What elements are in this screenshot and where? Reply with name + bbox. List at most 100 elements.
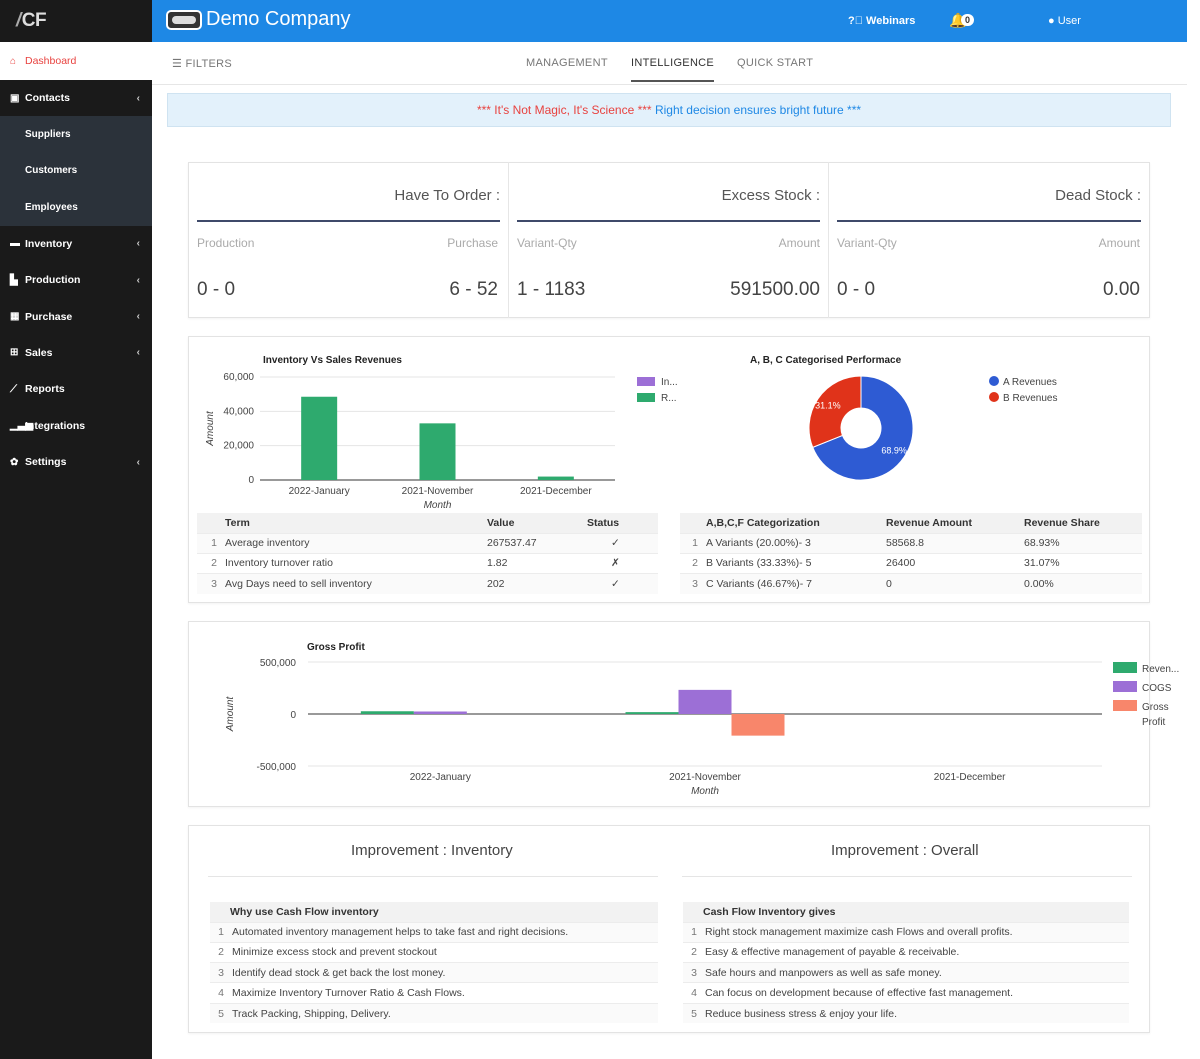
notification-badge: 0 — [961, 14, 975, 26]
x-tick-label: 2021-December — [934, 772, 1006, 783]
sidebar-item-customers[interactable]: Customers — [0, 152, 152, 190]
category-cell: C Variants (46.67%)- 7 — [702, 573, 882, 594]
sidebar-item-label: Production — [25, 274, 81, 287]
status-cell: ✓ — [583, 573, 658, 594]
share-cell: 31.07% — [1020, 552, 1142, 574]
table-header-row: A,B,C,F Categorization Revenue Amount Re… — [680, 513, 1142, 533]
abc-table: A,B,C,F Categorization Revenue Amount Re… — [680, 513, 1142, 594]
company-name: Demo Company — [206, 8, 351, 30]
overall-benefits-table: Cash Flow Inventory gives 1 Right stock m… — [683, 902, 1129, 1024]
stat-right-value: 0.00 — [1103, 279, 1140, 300]
status-cell: ✗ — [583, 552, 658, 574]
user-menu[interactable]: ● User — [1048, 15, 1081, 27]
table-row: 3 Avg Days need to sell inventory 202 ✓ — [197, 573, 658, 594]
filters-label: FILTERS — [185, 58, 233, 70]
stat-right-value: 6 - 52 — [449, 279, 498, 300]
inventory-vs-sales-chart: Inventory Vs Sales Revenues 0 20,000 40,000… — [205, 355, 678, 511]
table-header-cell: A,B,C,F Categorization — [702, 513, 882, 533]
tab-management[interactable]: MANAGEMENT — [526, 57, 608, 69]
stat-right-label: Purchase — [447, 236, 498, 250]
app-logo[interactable]: / CF — [16, 10, 47, 31]
stat-left-value: 0 - 0 — [197, 279, 236, 300]
table-header-row: Cash Flow Inventory gives — [683, 902, 1129, 922]
row-number: 5 — [210, 1002, 228, 1024]
sidebar-item-label: Contacts — [25, 92, 70, 105]
sidebar-item-inventory[interactable]: ▬ Inventory ‹ — [0, 226, 152, 262]
inventory-icon: ▬ — [10, 238, 20, 250]
sidebar-item-dashboard[interactable]: ⌂ Dashboard — [0, 42, 152, 80]
company-logo-icon — [166, 9, 202, 30]
chevron-left-icon: ‹ — [136, 274, 140, 286]
table-header-cell: Revenue Share — [1020, 513, 1142, 533]
table-row: 2 Easy & effective management of payable … — [683, 941, 1129, 963]
stat-left-value: 1 - 1183 — [517, 279, 586, 300]
webinars-link[interactable]: ?⃝ Webinars — [848, 15, 915, 27]
section-divider — [682, 876, 1132, 877]
y-tick-label: 0 — [290, 710, 296, 721]
benefit-cell: Safe hours and manpowers as well as safe… — [701, 962, 1129, 983]
sidebar-item-purchase[interactable]: ▦ Purchase ‹ — [0, 298, 152, 334]
filters-button[interactable]: ☰ FILTERS — [172, 57, 232, 70]
y-tick-label: 20,000 — [223, 441, 254, 452]
sidebar-item-sales[interactable]: ⊞ Sales ‹ — [0, 335, 152, 371]
banner-red-text: *** It's Not Magic, It's Science *** — [476, 103, 652, 117]
benefit-cell: Automated inventory management helps to … — [228, 921, 658, 943]
company-switcher[interactable]: Demo Company — [166, 8, 351, 31]
sidebar-item-label: Suppliers — [25, 129, 71, 141]
user-icon: ● — [1048, 15, 1055, 27]
sidebar-item-contacts[interactable]: ▣ Contacts ‹ — [0, 80, 152, 116]
pie-slice — [812, 375, 914, 481]
row-number: 2 — [197, 552, 221, 574]
chart-title: A, B, C Categorised Performace — [750, 355, 902, 366]
bar — [537, 476, 574, 480]
tab-intelligence[interactable]: INTELLIGENCE — [631, 57, 715, 82]
question-circle-icon: ?⃝ — [848, 15, 863, 27]
sidebar-item-reports[interactable]: ⟋ Reports — [0, 371, 152, 407]
inventory-benefits-table: Why use Cash Flow inventory 1 Automated i… — [210, 902, 658, 1024]
sidebar-item-settings[interactable]: ✿ Settings ‹ — [0, 444, 152, 480]
sidebar-item-production[interactable]: ▙ Production ‹ — [0, 262, 152, 298]
slice-label: 68.9% — [881, 445, 907, 455]
sidebar-item-suppliers[interactable]: Suppliers — [0, 116, 152, 153]
gift-icon: ▦ — [10, 311, 20, 323]
slice-label: 31.1% — [815, 401, 841, 411]
x-tick-label: 2022-January — [289, 486, 350, 497]
x-axis-label: Month — [424, 500, 452, 511]
table-row: 1 A Variants (20.00%)- 3 58568.8 68.93% — [680, 532, 1142, 554]
legend-swatch — [1113, 700, 1137, 711]
amount-cell: 0 — [882, 573, 1020, 594]
sidebar-item-employees[interactable]: Employees — [0, 189, 152, 226]
table-header-cell: Term — [221, 513, 483, 533]
dead-stock-panel: Dead Stock : Variant-Qty Amount 0 - 0 0.… — [829, 162, 1149, 318]
chevron-left-icon: ‹ — [136, 456, 140, 468]
sidebar-item-integrations[interactable]: ▁▃▅ Integrations — [0, 408, 152, 444]
improvement-overall-title: Improvement : Overall — [831, 842, 979, 859]
y-tick-label: 0 — [248, 475, 254, 486]
amount-cell: 58568.8 — [882, 532, 1020, 554]
row-number: 3 — [680, 573, 702, 594]
table-header-row: Why use Cash Flow inventory — [210, 902, 658, 922]
term-cell: Inventory turnover ratio — [221, 552, 483, 574]
benefit-cell: Track Packing, Shipping, Delivery. — [228, 1002, 658, 1024]
chevron-left-icon: ‹ — [136, 311, 140, 323]
stat-right-label: Amount — [778, 236, 820, 250]
row-number: 3 — [683, 962, 701, 983]
tab-quick-start[interactable]: QUICK START — [737, 57, 814, 69]
legend-label: In... — [661, 377, 678, 388]
improvement-inventory-title: Improvement : Inventory — [351, 842, 513, 859]
row-number: 3 — [210, 962, 228, 983]
y-tick-label: 40,000 — [223, 406, 254, 417]
stat-right-label: Amount — [1098, 236, 1140, 250]
bar — [360, 711, 414, 714]
benefit-cell: Maximize Inventory Turnover Ratio & Cash… — [228, 982, 658, 1004]
user-label: User — [1057, 15, 1081, 27]
value-cell: 267537.47 — [483, 532, 583, 554]
legend-swatch — [989, 392, 999, 402]
sidebar-item-label: Sales — [25, 346, 53, 359]
chevron-left-icon: ‹ — [136, 347, 140, 359]
benefit-cell: Minimize excess stock and prevent stocko… — [228, 941, 658, 963]
bar — [731, 714, 785, 736]
excess-stock-panel: Excess Stock : Variant-Qty Amount 1 - 11… — [509, 162, 829, 318]
stats-card — [188, 162, 1150, 318]
term-table: Term Value Status 1 Average inventory 26… — [197, 513, 658, 594]
